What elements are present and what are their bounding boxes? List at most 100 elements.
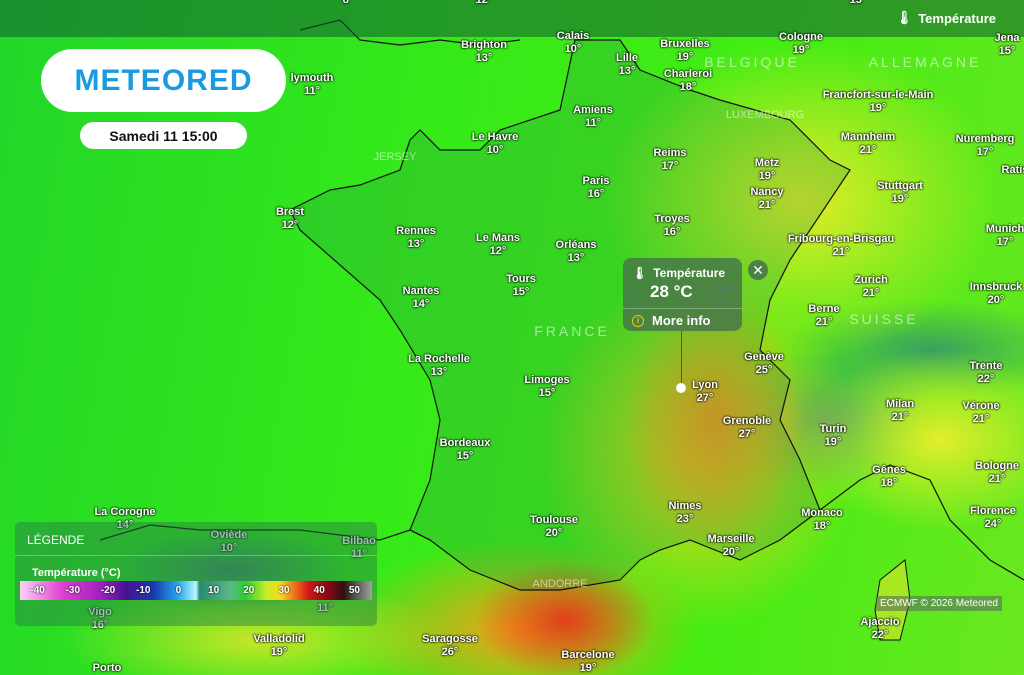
city-label[interactable]: Innsbruck 20° xyxy=(970,281,1023,307)
city-name: Porto xyxy=(92,662,122,674)
city-label[interactable]: La Rochelle 13° xyxy=(408,353,470,379)
country-label: BELGIQUE xyxy=(704,54,800,70)
city-name: Calais xyxy=(556,30,590,42)
city-label[interactable]: Reims 17° xyxy=(653,147,686,173)
city-label[interactable]: Marseille 20° xyxy=(707,533,754,559)
layer-label: Température xyxy=(918,10,996,26)
close-icon[interactable]: ✕ xyxy=(748,260,768,280)
city-temperature: 22° xyxy=(977,373,995,385)
city-name: Rennes xyxy=(396,225,436,237)
city-temperature: 14° xyxy=(412,298,430,310)
city-temperature: 21° xyxy=(972,413,990,425)
city-temperature: 21° xyxy=(891,411,909,423)
city-label[interactable]: Paris 16° xyxy=(583,175,610,201)
city-label[interactable]: Ratis xyxy=(1002,164,1024,177)
city-label[interactable]: Amiens 11° xyxy=(573,104,613,130)
city-name: Metz xyxy=(754,157,780,169)
city-label[interactable]: Bologne 21° xyxy=(975,460,1019,486)
city-label[interactable]: Le Havre 10° xyxy=(472,131,518,157)
city-label[interactable]: Monaco 18° xyxy=(801,507,843,533)
city-label[interactable]: Vigo 16° xyxy=(88,606,112,632)
city-label[interactable]: Saragosse 26° xyxy=(422,633,478,659)
city-label[interactable]: Valladolid 19° xyxy=(253,633,304,659)
city-label[interactable]: Nimes 23° xyxy=(668,500,701,526)
city-label[interactable]: Brest 12° xyxy=(276,206,304,232)
city-temperature: 13° xyxy=(475,52,493,64)
pin-line xyxy=(681,331,682,386)
city-label[interactable]: Oviède 10° xyxy=(211,529,248,555)
city-label[interactable]: Zurich 21° xyxy=(854,274,888,300)
city-label[interactable]: Metz 19° xyxy=(755,157,779,183)
city-label[interactable]: Le Mans 12° xyxy=(476,232,520,258)
city-name: Munich xyxy=(985,223,1024,235)
city-label[interactable]: Nantes 14° xyxy=(403,285,440,311)
city-label[interactable]: 15° xyxy=(850,0,867,7)
city-temperature: 19° xyxy=(270,646,288,658)
city-temperature: 12° xyxy=(475,0,493,6)
city-name: Francfort-sur-le-Main xyxy=(822,89,934,101)
thermometer-icon: 🌡 xyxy=(895,10,913,25)
city-label[interactable]: 8° xyxy=(343,0,354,7)
city-label[interactable]: Mannheim 21° xyxy=(841,131,895,157)
city-label[interactable]: Berne 21° xyxy=(808,303,839,329)
city-label[interactable]: Barcelone 19° xyxy=(561,649,614,675)
city-label[interactable]: Charleroi 18° xyxy=(664,68,712,94)
city-temperature: 25° xyxy=(755,364,773,376)
more-info-button[interactable]: i More info xyxy=(632,313,711,328)
city-label[interactable]: Florence 24° xyxy=(970,505,1016,531)
city-label[interactable]: Grenoble 27° xyxy=(723,415,771,441)
city-label[interactable]: Milan 21° xyxy=(886,398,914,424)
city-label[interactable]: Fribourg-en-Brisgau 21° xyxy=(788,233,894,259)
city-label[interactable]: Ajaccio 22° xyxy=(860,616,899,642)
layer-selector[interactable]: 🌡 Température xyxy=(896,10,996,26)
city-label[interactable]: Limoges 15° xyxy=(524,374,569,400)
city-name: Cologne xyxy=(779,31,823,43)
city-name: Genève xyxy=(744,351,784,363)
city-label[interactable]: Nuremberg 17° xyxy=(956,133,1015,159)
city-label[interactable]: Brighton 13° xyxy=(461,39,507,65)
location-pin[interactable] xyxy=(676,383,686,393)
city-label[interactable]: La Corogne 14° xyxy=(94,506,155,532)
city-label[interactable]: 11° xyxy=(317,602,333,615)
city-temperature: 13° xyxy=(567,252,585,264)
city-name: Lille xyxy=(615,52,639,64)
city-temperature: 19° xyxy=(869,102,887,114)
city-label[interactable]: Bruxelles 19° xyxy=(660,38,710,64)
city-label[interactable]: Bilbao 11° xyxy=(342,535,376,561)
city-name: Fribourg-en-Brisgau xyxy=(787,233,895,245)
city-name: Charleroi xyxy=(663,68,713,80)
city-temperature: 11° xyxy=(303,85,321,97)
city-label[interactable]: Stuttgart 19° xyxy=(877,180,923,206)
city-label[interactable]: Genève 25° xyxy=(744,351,784,377)
city-label[interactable]: Rennes 13° xyxy=(396,225,436,251)
city-label[interactable]: Francfort-sur-le-Main 19° xyxy=(823,89,934,115)
city-label[interactable]: 12° xyxy=(476,0,493,7)
city-label[interactable]: Jena 15° xyxy=(994,32,1019,58)
meteored-logo[interactable]: METEORED xyxy=(41,49,286,112)
city-label[interactable]: Porto xyxy=(93,662,122,675)
city-label[interactable]: Trente 22° xyxy=(969,360,1002,386)
legend-subtitle: Température (°C) xyxy=(32,567,121,579)
city-name: Stuttgart xyxy=(877,180,923,192)
city-label[interactable]: Turin 19° xyxy=(820,423,847,449)
city-label[interactable]: Vérone 21° xyxy=(962,400,999,426)
city-label[interactable]: Bordeaux 15° xyxy=(440,437,491,463)
city-label[interactable]: Tours 15° xyxy=(506,273,536,299)
city-label[interactable]: Munich 17° xyxy=(986,223,1024,249)
city-temperature: 20° xyxy=(545,527,563,539)
city-label[interactable]: Troyes 16° xyxy=(654,213,689,239)
city-label[interactable]: Toulouse 20° xyxy=(530,514,578,540)
forecast-datetime[interactable]: Samedi 11 15:00 xyxy=(80,122,247,149)
city-temperature: 10° xyxy=(220,542,238,554)
city-label[interactable]: Gênes 18° xyxy=(872,464,906,490)
city-label[interactable]: Calais 10° xyxy=(557,30,589,56)
city-label[interactable]: Nancy 21° xyxy=(750,186,783,212)
city-name: Ajaccio xyxy=(860,616,900,628)
city-label[interactable]: Lyon 27° xyxy=(692,379,718,405)
city-label[interactable]: Orléans 13° xyxy=(556,239,597,265)
city-label[interactable]: lymouth 11° xyxy=(291,72,334,98)
city-label[interactable]: Cologne 19° xyxy=(779,31,823,57)
legend-title[interactable]: LÉGENDE xyxy=(27,533,85,547)
city-label[interactable]: Lille 13° xyxy=(616,52,638,78)
